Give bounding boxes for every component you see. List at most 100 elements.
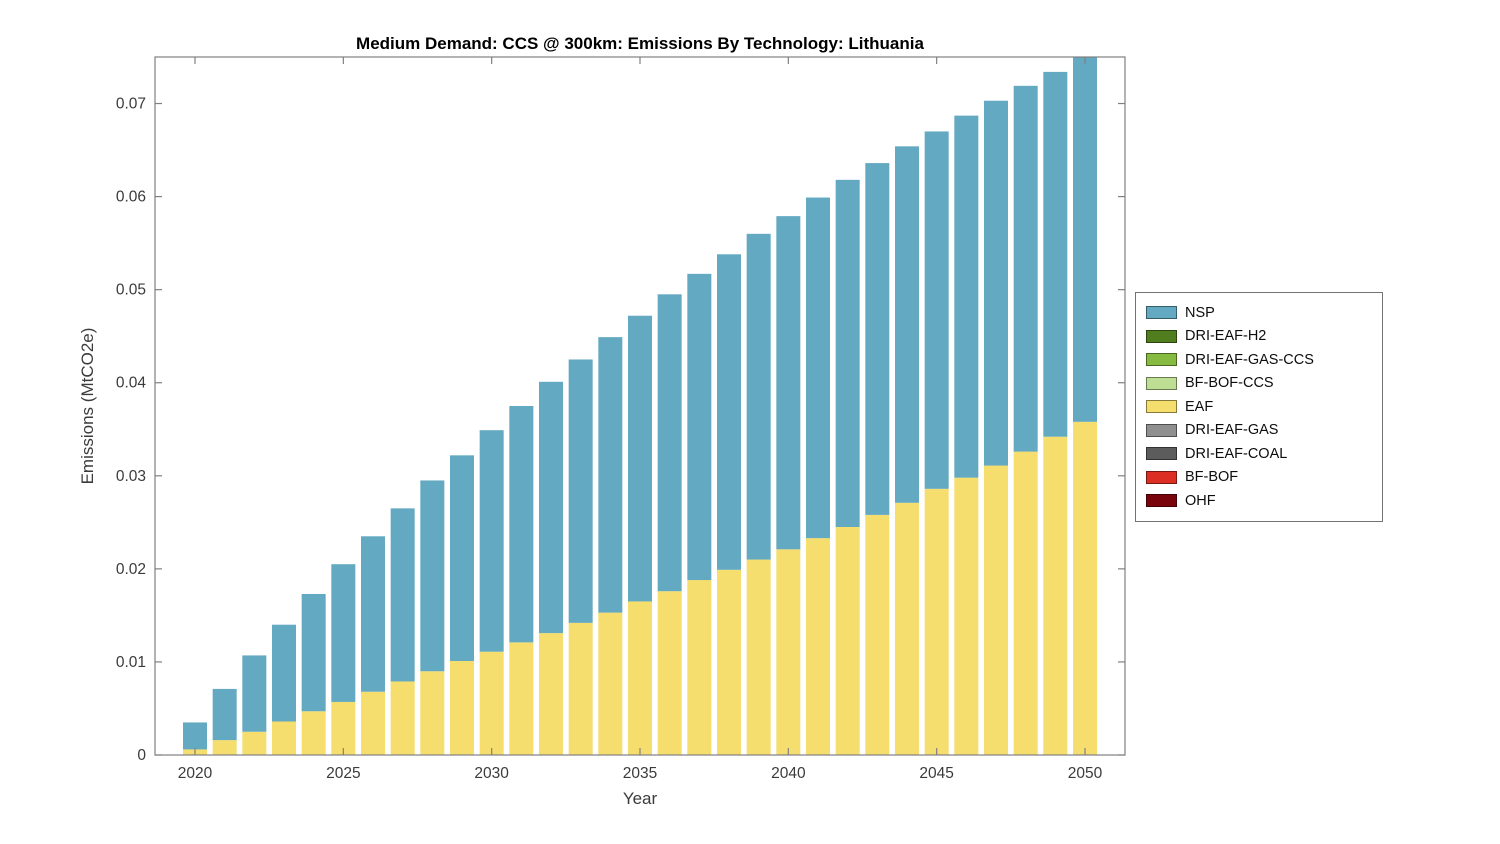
- bar-segment-EAF: [1043, 436, 1068, 755]
- legend-item: OHF: [1146, 489, 1382, 513]
- bar-segment-EAF: [242, 731, 267, 755]
- y-tick-label: 0.01: [116, 654, 146, 671]
- y-tick-label: 0.02: [116, 561, 146, 578]
- legend-swatch-NSP: [1146, 306, 1177, 320]
- legend: NSP DRI-EAF-H2 DRI-EAF-GAS-CCS BF-BOF-CCS EA…: [1135, 292, 1383, 522]
- y-tick-label: 0.03: [116, 468, 146, 485]
- y-axis-label: Emissions (MtCO2e): [78, 327, 97, 485]
- legend-swatch-DRI-EAF-GAS: [1146, 423, 1177, 437]
- bar-segment-EAF: [212, 740, 237, 755]
- bar-segment-EAF: [954, 477, 979, 755]
- legend-item: DRI-EAF-COAL: [1146, 442, 1382, 466]
- y-tick-label: 0.04: [116, 375, 147, 392]
- bar-segment-EAF: [835, 526, 860, 755]
- bar-segment-EAF: [1073, 421, 1097, 755]
- bar-segment-NSP: [568, 359, 593, 623]
- bar-segment-EAF: [301, 711, 326, 755]
- x-tick-label: 2025: [326, 765, 360, 782]
- bar-segment-NSP: [865, 163, 890, 515]
- bar-segment-EAF: [806, 538, 830, 755]
- legend-label: DRI-EAF-GAS-CCS: [1185, 351, 1314, 368]
- bar-segment-NSP: [895, 146, 919, 503]
- x-tick-label: 2020: [178, 765, 213, 782]
- legend-label: EAF: [1185, 398, 1214, 415]
- legend-item: DRI-EAF-GAS: [1146, 419, 1382, 443]
- legend-label: DRI-EAF-COAL: [1185, 445, 1288, 462]
- legend-label: OHF: [1185, 492, 1216, 509]
- bar-segment-EAF: [509, 642, 534, 755]
- legend-swatch-DRI-EAF-COAL: [1146, 447, 1177, 461]
- bar-segment-NSP: [331, 564, 356, 702]
- bar-segment-EAF: [746, 559, 771, 755]
- bar-segment-NSP: [272, 624, 296, 722]
- legend-item: BF-BOF-CCS: [1146, 372, 1382, 396]
- bar-segment-NSP: [450, 455, 474, 662]
- legend-swatch-DRI-EAF-GAS-CCS: [1146, 353, 1177, 367]
- bar-segment-EAF: [420, 671, 445, 755]
- legend-swatch-EAF: [1146, 400, 1177, 414]
- bar-segment-EAF: [657, 591, 682, 755]
- y-tick-label: 0.05: [116, 282, 146, 299]
- x-tick-label: 2045: [919, 765, 953, 782]
- legend-item: BF-BOF: [1146, 466, 1382, 490]
- bar-segment-NSP: [479, 430, 504, 652]
- bar-segment-NSP: [717, 254, 741, 570]
- bar-segment-EAF: [776, 549, 801, 755]
- bar-segment-EAF: [924, 488, 949, 755]
- legend-item: DRI-EAF-H2: [1146, 325, 1382, 349]
- bar-segment-NSP: [687, 273, 712, 581]
- x-tick-label: 2040: [771, 765, 806, 782]
- bar-segment-NSP: [390, 508, 415, 682]
- bar-segment-EAF: [984, 465, 1008, 755]
- legend-item: NSP: [1146, 301, 1382, 325]
- bar-segment-EAF: [598, 612, 623, 755]
- bar-segment-EAF: [568, 622, 593, 755]
- bar-segment-EAF: [479, 651, 504, 755]
- bar-segment-EAF: [687, 580, 712, 755]
- bar-segment-EAF: [539, 633, 563, 755]
- bar-segment-NSP: [539, 381, 563, 634]
- y-tick-label: 0: [137, 747, 146, 764]
- legend-label: NSP: [1185, 304, 1215, 321]
- bar-segment-NSP: [509, 406, 534, 643]
- bar-segment-EAF: [272, 721, 296, 755]
- y-tick-label: 0.06: [116, 189, 146, 206]
- bar-segment-NSP: [183, 722, 207, 750]
- x-tick-label: 2030: [474, 765, 509, 782]
- legend-item: EAF: [1146, 395, 1382, 419]
- x-axis-label: Year: [622, 789, 658, 808]
- bar-segment-NSP: [657, 294, 682, 592]
- legend-swatch-BF-BOF: [1146, 470, 1177, 484]
- legend-label: DRI-EAF-GAS: [1185, 422, 1279, 439]
- bar-segment-NSP: [420, 480, 445, 672]
- bar-segment-EAF: [628, 601, 652, 755]
- bar-segment-NSP: [301, 593, 326, 712]
- bar-segment-NSP: [776, 216, 801, 550]
- bar-segment-EAF: [450, 661, 474, 755]
- legend-swatch-BF-BOF-CCS: [1146, 376, 1177, 390]
- bar-segment-NSP: [806, 197, 830, 539]
- legend-swatch-DRI-EAF-H2: [1146, 329, 1177, 343]
- bar-segment-EAF: [717, 569, 741, 755]
- bar-segment-EAF: [895, 502, 919, 755]
- bar-segment-NSP: [924, 131, 949, 489]
- bar-segment-EAF: [361, 691, 385, 755]
- legend-swatch-OHF: [1146, 494, 1177, 508]
- bar-segment-NSP: [598, 337, 623, 613]
- bar-segment-NSP: [1073, 57, 1097, 422]
- bar-segment-NSP: [628, 315, 652, 602]
- x-tick-label: 2035: [623, 765, 657, 782]
- bar-segment-NSP: [746, 233, 771, 560]
- bar-segment-NSP: [242, 655, 267, 732]
- bar-segment-EAF: [331, 701, 356, 755]
- legend-label: BF-BOF-CCS: [1185, 375, 1274, 392]
- chart-title: Medium Demand: CCS @ 300km: Emissions By…: [356, 34, 924, 53]
- bar-segment-EAF: [865, 514, 890, 755]
- bar-segment-NSP: [1013, 85, 1038, 452]
- x-tick-label: 2050: [1068, 765, 1103, 782]
- y-tick-label: 0.07: [116, 96, 146, 113]
- bar-segment-NSP: [361, 536, 385, 692]
- bar-segment-EAF: [1013, 451, 1038, 755]
